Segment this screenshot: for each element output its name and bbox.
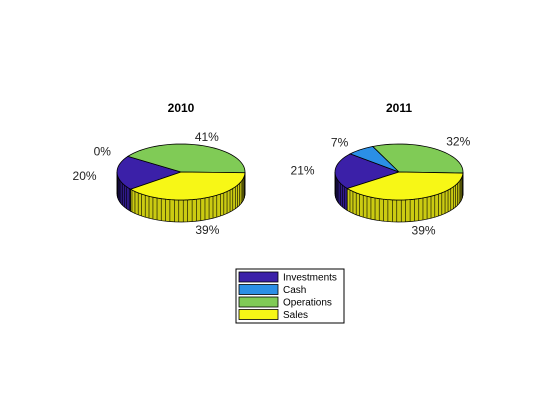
pct-label-sales: 39% — [412, 223, 436, 237]
slice-operations — [126, 143, 246, 174]
slice-cash — [349, 146, 400, 173]
legend-swatch-cash — [238, 284, 279, 295]
slice-investments — [116, 155, 183, 190]
pie-top-2010 — [116, 143, 246, 201]
pct-label-investments: 21% — [291, 164, 315, 178]
pct-label-operations: 32% — [446, 134, 470, 148]
legend-swatch-investments — [238, 271, 279, 283]
pie-chart-2011: 2011 21% 7% 32% 39% — [291, 101, 471, 237]
pie-chart-2010: 2010 20% 0% 41% 39% — [73, 101, 246, 237]
pie-sides-2010 — [116, 171, 246, 223]
pct-label-cash: 7% — [331, 135, 349, 149]
legend-label-operations: Operations — [283, 298, 332, 309]
chart-title-2010: 2010 — [168, 101, 195, 115]
chart-title-2011: 2011 — [386, 101, 412, 115]
slice-sales — [129, 171, 246, 201]
legend-label-cash: Cash — [283, 285, 306, 296]
legend-label-investments: Investments — [283, 273, 337, 284]
pct-label-investments: 20% — [73, 169, 97, 183]
pct-label-operations: 41% — [195, 130, 219, 144]
slice-investments — [334, 153, 401, 189]
pct-label-cash: 0% — [94, 144, 112, 158]
pie-sides-2011 — [334, 171, 464, 223]
pct-label-sales: 39% — [195, 223, 219, 237]
slice-operations — [371, 143, 464, 174]
legend-swatch-sales — [238, 309, 279, 320]
pie-top-2011 — [334, 143, 464, 201]
legend-label-sales: Sales — [283, 310, 308, 321]
legend-swatch-operations — [238, 296, 279, 308]
slice-sales — [346, 171, 464, 201]
